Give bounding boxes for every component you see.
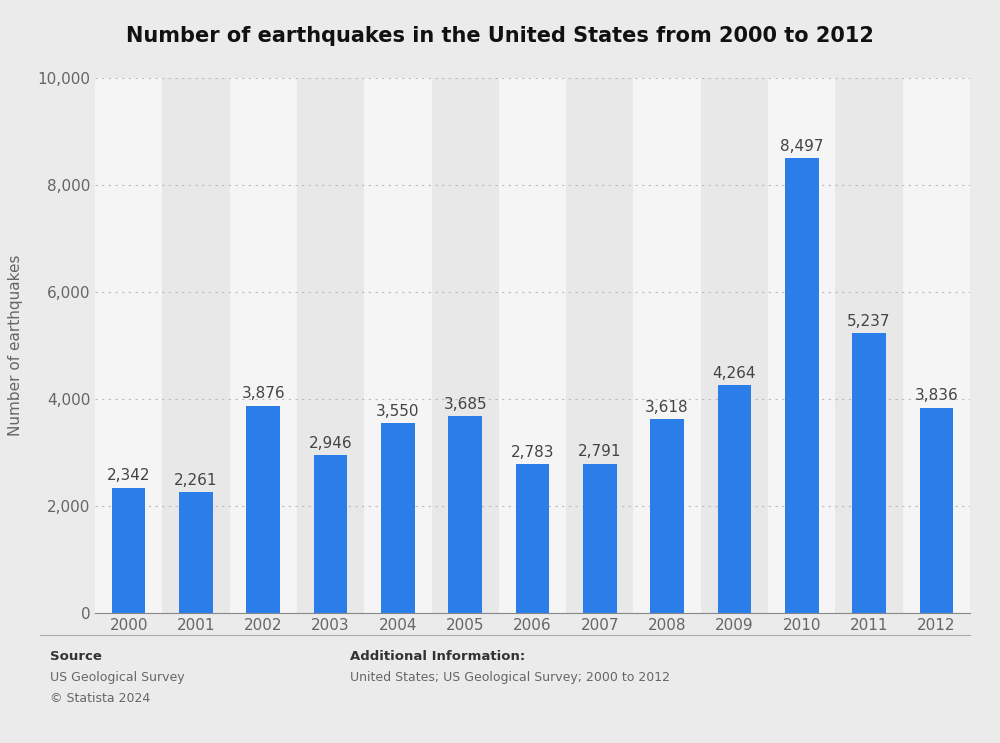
- Text: 4,264: 4,264: [713, 366, 756, 380]
- Bar: [852, 333, 886, 613]
- Text: © Statista 2024: © Statista 2024: [50, 692, 150, 704]
- Bar: [297, 78, 364, 613]
- Bar: [230, 78, 297, 613]
- Text: US Geological Survey: US Geological Survey: [50, 671, 185, 684]
- Bar: [903, 78, 970, 613]
- Bar: [920, 408, 953, 613]
- Text: 3,876: 3,876: [241, 386, 285, 401]
- Bar: [566, 78, 633, 613]
- Bar: [768, 78, 835, 613]
- Text: Additional Information:: Additional Information:: [350, 650, 525, 663]
- Bar: [162, 78, 230, 613]
- Bar: [718, 385, 751, 613]
- Text: 3,618: 3,618: [645, 400, 689, 415]
- Text: 3,550: 3,550: [376, 403, 420, 419]
- Bar: [364, 78, 432, 613]
- Bar: [701, 78, 768, 613]
- Text: 2,783: 2,783: [511, 445, 554, 460]
- Bar: [633, 78, 701, 613]
- Text: 2,261: 2,261: [174, 473, 218, 487]
- Bar: [95, 78, 162, 613]
- Bar: [448, 416, 482, 613]
- Bar: [835, 78, 903, 613]
- Text: 2,946: 2,946: [309, 436, 352, 451]
- Bar: [650, 420, 684, 613]
- Bar: [314, 455, 347, 613]
- Text: 2,342: 2,342: [107, 468, 150, 484]
- Text: Number of earthquakes in the United States from 2000 to 2012: Number of earthquakes in the United Stat…: [126, 26, 874, 46]
- Text: Source: Source: [50, 650, 102, 663]
- Bar: [246, 406, 280, 613]
- Text: 5,237: 5,237: [847, 314, 891, 328]
- Text: 3,836: 3,836: [914, 389, 958, 403]
- Bar: [179, 492, 213, 613]
- Y-axis label: Number of earthquakes: Number of earthquakes: [8, 255, 23, 436]
- Text: United States; US Geological Survey; 2000 to 2012: United States; US Geological Survey; 200…: [350, 671, 670, 684]
- Bar: [516, 464, 549, 613]
- Bar: [499, 78, 566, 613]
- Bar: [381, 423, 415, 613]
- Text: 3,685: 3,685: [443, 397, 487, 412]
- Bar: [785, 158, 819, 613]
- Bar: [112, 487, 145, 613]
- Bar: [583, 464, 617, 613]
- Text: 2,791: 2,791: [578, 444, 622, 459]
- Bar: [432, 78, 499, 613]
- Text: 8,497: 8,497: [780, 139, 823, 154]
